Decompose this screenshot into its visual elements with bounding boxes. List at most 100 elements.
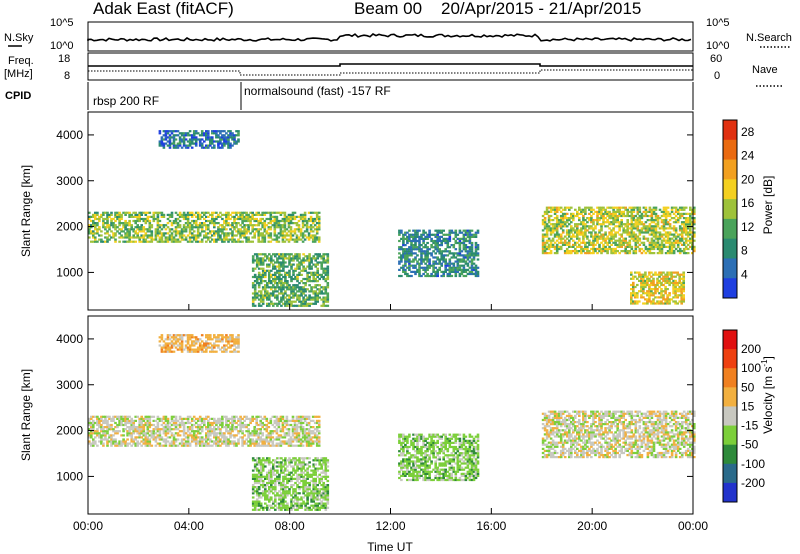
echo-cell (406, 231, 409, 234)
echo-cell (172, 421, 176, 425)
echo-cell (662, 212, 666, 215)
echo-cell (182, 136, 186, 139)
echo-cell (311, 230, 315, 233)
echo-cell (646, 219, 650, 222)
echo-cell (309, 211, 313, 214)
echo-cell (277, 421, 281, 425)
echo-cell (116, 423, 119, 427)
echo-cell (104, 415, 107, 418)
echo-cell (689, 212, 692, 215)
echo-cell (632, 239, 636, 242)
echo-cell (570, 250, 573, 253)
echo-cell (691, 247, 694, 251)
echo-cell (555, 250, 559, 253)
echo-cell (454, 233, 458, 236)
echo-cell (142, 234, 146, 237)
echo-cell (253, 290, 257, 293)
echo-cell (278, 286, 281, 289)
echo-cell (106, 432, 109, 435)
echo-cell (88, 232, 91, 235)
echo-cell (664, 231, 668, 234)
echo-cell (541, 214, 545, 218)
echo-cell (186, 442, 190, 445)
echo-cell (559, 217, 563, 220)
echo-cell (588, 243, 591, 246)
echo-cell (313, 217, 317, 221)
echo-cell (275, 224, 279, 227)
echo-cell (168, 442, 172, 445)
echo-cell (602, 243, 605, 246)
echo-cell (205, 130, 208, 133)
echo-cell (138, 230, 141, 233)
echo-cell (588, 206, 591, 209)
echo-cell (241, 215, 244, 218)
echo-cell (646, 237, 650, 240)
echo-cell (618, 229, 621, 232)
echo-cell (158, 428, 162, 431)
echo-cell (596, 210, 599, 213)
echo-cell (460, 241, 464, 245)
echo-cell (178, 211, 182, 214)
echo-cell (263, 226, 267, 229)
echo-cell (462, 246, 466, 249)
echo-cell (142, 440, 146, 443)
echo-cell (691, 235, 694, 238)
echo-cell (610, 233, 613, 236)
echo-cell (176, 217, 180, 221)
echo-cell (166, 419, 170, 422)
echo-cell (207, 434, 210, 437)
echo-cell (273, 232, 277, 235)
echo-cell (281, 436, 285, 439)
echo-cell (144, 240, 148, 243)
echo-cell (646, 298, 649, 301)
echo-cell (255, 421, 258, 425)
echo-cell (576, 229, 579, 232)
echo-cell (636, 225, 640, 228)
echo-cell (285, 428, 289, 431)
echo-cell (90, 434, 93, 437)
echo-cell (263, 219, 267, 223)
echo-cell (176, 226, 180, 229)
echo-cell (642, 292, 645, 295)
echo-cell (122, 438, 125, 441)
echo-cell (124, 219, 127, 223)
echo-cell (265, 426, 269, 429)
echo-cell (229, 144, 232, 147)
echo-cell (178, 423, 182, 427)
echo-cell (215, 419, 218, 422)
echo-cell (553, 247, 557, 251)
echo-cell (150, 434, 154, 437)
echo-cell (311, 219, 315, 223)
echo-cell (312, 263, 315, 266)
echo-cell (324, 271, 328, 274)
echo-cell (682, 300, 685, 303)
echo-cell (594, 225, 597, 228)
echo-cell (170, 234, 174, 237)
echo-cell (640, 229, 644, 232)
echo-cell (416, 270, 419, 273)
echo-cell (322, 261, 325, 264)
echo-cell (253, 275, 257, 279)
echo-cell (404, 248, 407, 251)
echo-cell (308, 253, 311, 256)
echo-cell (120, 215, 123, 218)
echo-cell (174, 226, 178, 229)
echo-cell (674, 214, 678, 218)
echo-cell (662, 214, 666, 218)
echo-cell (545, 231, 549, 234)
echo-cell (98, 228, 101, 231)
echo-cell (588, 231, 591, 234)
echo-cell (138, 426, 141, 429)
echo-cell (610, 223, 613, 226)
echo-cell (596, 239, 599, 242)
echo-cell (618, 252, 621, 255)
echo-cell (594, 233, 597, 236)
echo-cell (311, 234, 315, 237)
echo-cell (618, 239, 621, 242)
echo-cell (276, 271, 279, 274)
echo-cell (282, 267, 285, 270)
echo-cell (565, 221, 569, 224)
echo-cell (654, 271, 657, 274)
echo-cell (170, 211, 174, 214)
echo-cell (632, 227, 636, 230)
